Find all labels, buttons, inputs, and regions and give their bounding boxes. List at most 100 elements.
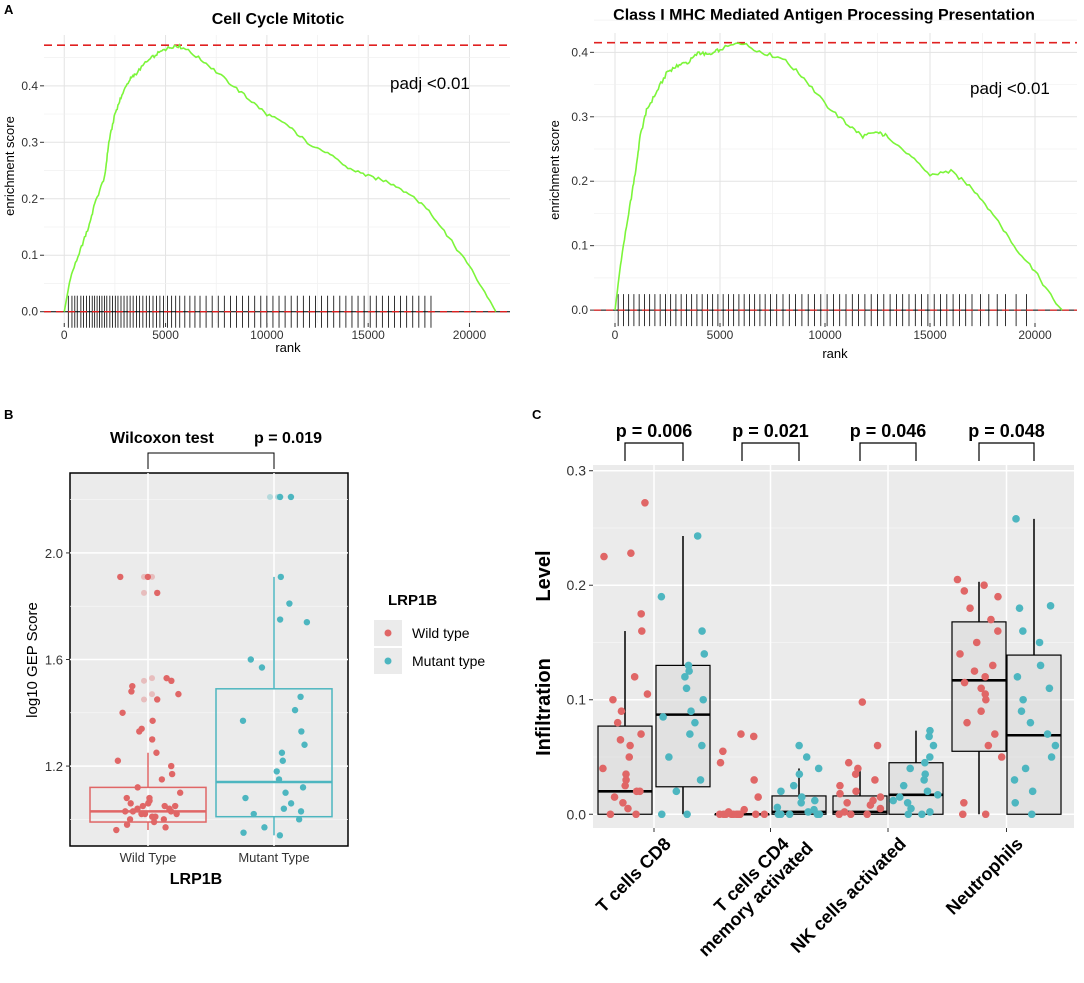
data-point bbox=[114, 757, 122, 764]
data-point bbox=[239, 717, 247, 724]
data-point bbox=[926, 808, 934, 816]
x-tick-label: 10000 bbox=[250, 328, 284, 342]
data-point bbox=[840, 808, 849, 816]
data-point bbox=[716, 758, 725, 767]
data-point bbox=[921, 770, 930, 778]
data-point bbox=[161, 802, 168, 810]
data-point bbox=[122, 808, 129, 815]
b-legend-title: LRP1B bbox=[388, 592, 437, 609]
data-point bbox=[1035, 638, 1044, 647]
data-point bbox=[683, 810, 691, 819]
data-point bbox=[925, 732, 933, 741]
y-tick-label: 0.3 bbox=[21, 135, 38, 149]
data-point bbox=[984, 741, 993, 750]
data-point bbox=[123, 821, 131, 828]
b-test-label: Wilcoxon test bbox=[110, 430, 215, 447]
gsea-plot-mhc: Class I MHC Mediated Antigen Processing … bbox=[547, 7, 1077, 361]
gsea2-xlabel: rank bbox=[822, 346, 848, 361]
data-point bbox=[276, 832, 284, 839]
data-point bbox=[128, 688, 135, 695]
y-tick-label: 0.3 bbox=[571, 110, 588, 124]
gsea-plot-cell-cycle: Cell Cycle Mitotic 0.0 0.1 0.2 0.3 0.4 0 5000… bbox=[2, 11, 510, 355]
y-tick-label: 1.2 bbox=[45, 759, 63, 774]
data-point bbox=[750, 776, 758, 784]
data-point bbox=[643, 690, 652, 698]
data-point bbox=[1017, 707, 1026, 715]
data-point bbox=[150, 818, 158, 826]
data-point bbox=[980, 581, 988, 590]
data-point bbox=[1019, 695, 1027, 704]
data-point bbox=[160, 816, 168, 823]
data-point bbox=[279, 757, 286, 764]
data-point bbox=[303, 619, 311, 626]
data-point bbox=[276, 493, 284, 501]
data-point bbox=[627, 549, 635, 557]
y-tick-label: 0.2 bbox=[21, 192, 38, 206]
data-point bbox=[617, 707, 626, 715]
data-point bbox=[876, 804, 885, 813]
data-point bbox=[622, 776, 630, 784]
data-point bbox=[168, 677, 175, 685]
data-point bbox=[687, 707, 695, 715]
b-xtick-mutant: Mutant Type bbox=[238, 850, 309, 865]
data-point bbox=[1036, 661, 1045, 670]
b-xlabel: LRP1B bbox=[170, 871, 222, 888]
panel-label-b: B bbox=[4, 407, 13, 422]
box bbox=[597, 725, 653, 815]
data-point bbox=[240, 829, 247, 836]
data-point bbox=[966, 604, 974, 612]
gsea2-annotation: padj <0.01 bbox=[970, 79, 1050, 98]
data-point bbox=[175, 690, 182, 698]
data-point bbox=[836, 789, 844, 798]
data-point bbox=[665, 753, 673, 761]
b-legend-label-mutant: Mutant type bbox=[412, 653, 485, 669]
data-point bbox=[250, 810, 257, 818]
data-point bbox=[797, 799, 805, 807]
x-tick-label-line: Neutrophils bbox=[942, 834, 1027, 919]
data-point bbox=[749, 732, 758, 741]
data-point bbox=[815, 810, 824, 819]
data-point bbox=[641, 498, 649, 507]
outlier-point bbox=[149, 691, 155, 698]
data-point bbox=[299, 784, 307, 791]
data-point bbox=[719, 747, 727, 756]
data-point bbox=[1019, 627, 1027, 635]
data-point bbox=[298, 728, 305, 735]
data-point bbox=[616, 736, 625, 744]
data-point bbox=[681, 673, 689, 681]
y-tick-label: 0.0 bbox=[567, 806, 587, 822]
data-point bbox=[918, 810, 926, 819]
data-point bbox=[127, 800, 134, 807]
data-point bbox=[153, 749, 160, 756]
data-point bbox=[906, 764, 914, 773]
boxplot-lrp1b: 1.2 1.6 2.0 Wilcoxon test p = 0.019 Wild T… bbox=[24, 430, 485, 888]
y-tick-label: 0.0 bbox=[571, 303, 588, 317]
data-point bbox=[997, 753, 1006, 761]
data-point bbox=[836, 781, 844, 790]
y-tick-label: 0.4 bbox=[21, 79, 38, 93]
data-point bbox=[171, 802, 179, 810]
outlier-point bbox=[141, 696, 147, 703]
x-tick-label: 0 bbox=[612, 328, 619, 342]
data-point bbox=[146, 794, 153, 802]
data-point bbox=[168, 770, 176, 778]
gsea1-title: Cell Cycle Mitotic bbox=[212, 11, 345, 28]
gsea1-xlabel: rank bbox=[275, 340, 301, 355]
y-tick-label: 0.3 bbox=[567, 463, 587, 479]
data-point bbox=[737, 730, 745, 738]
x-tick-label-line: T cells CD8 bbox=[592, 834, 675, 917]
data-point bbox=[698, 741, 706, 750]
data-point bbox=[659, 713, 667, 721]
data-point bbox=[981, 673, 989, 681]
es-curve bbox=[614, 42, 1063, 311]
data-point bbox=[1028, 787, 1037, 796]
data-point bbox=[811, 796, 819, 805]
data-point bbox=[600, 552, 608, 561]
data-point bbox=[899, 781, 908, 790]
p-value-label: p = 0.046 bbox=[850, 421, 927, 441]
data-point bbox=[863, 810, 871, 819]
data-point bbox=[610, 793, 619, 801]
data-point bbox=[903, 799, 912, 807]
data-point bbox=[814, 764, 823, 773]
outlier-point bbox=[149, 675, 155, 682]
